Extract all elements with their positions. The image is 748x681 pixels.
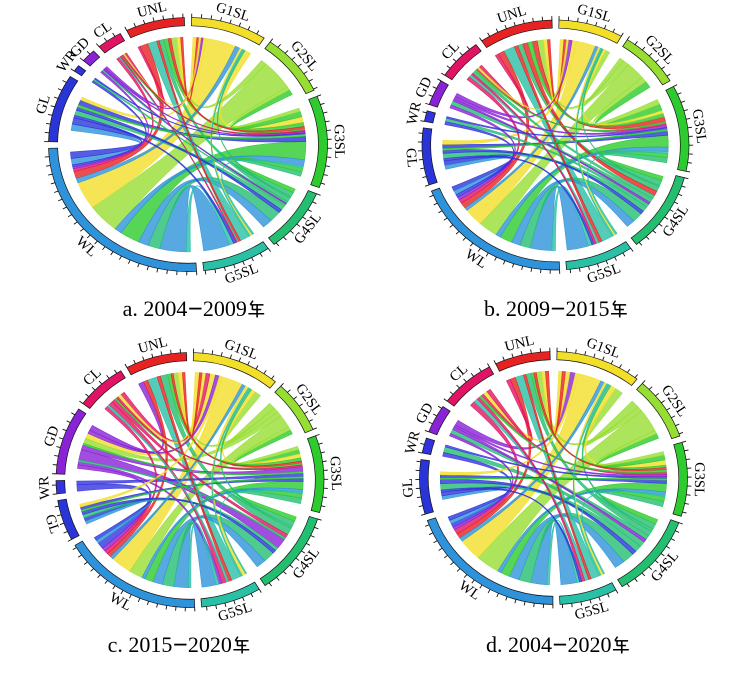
svg-text:c. 2015: c. 2015 (108, 632, 173, 657)
svg-text:GD: GD (41, 424, 63, 449)
svg-text:d. 2004: d. 2004 (486, 632, 552, 657)
svg-text:2020: 2020 (188, 632, 232, 657)
svg-text:2020: 2020 (568, 632, 612, 657)
svg-text:UNL: UNL (503, 333, 536, 356)
svg-text:a. 2004: a. 2004 (123, 296, 188, 321)
svg-text:G3SL: G3SL (331, 124, 348, 159)
svg-text:WR: WR (36, 475, 53, 500)
svg-text:GL: GL (400, 478, 417, 498)
svg-text:2009: 2009 (203, 296, 247, 321)
svg-text:G3SL: G3SL (689, 108, 710, 145)
svg-text:G3SL: G3SL (327, 456, 345, 491)
svg-text:2015: 2015 (566, 296, 610, 321)
svg-text:b. 2009: b. 2009 (484, 296, 550, 321)
svg-text:GL: GL (41, 512, 62, 535)
svg-text:GL: GL (402, 147, 420, 168)
svg-text:G3SL: G3SL (691, 462, 707, 497)
svg-text:UNL: UNL (136, 0, 169, 21)
svg-text:UNL: UNL (136, 334, 169, 357)
svg-text:GL: GL (33, 93, 54, 116)
svg-text:WR: WR (404, 100, 425, 127)
svg-text:WR: WR (402, 429, 424, 456)
